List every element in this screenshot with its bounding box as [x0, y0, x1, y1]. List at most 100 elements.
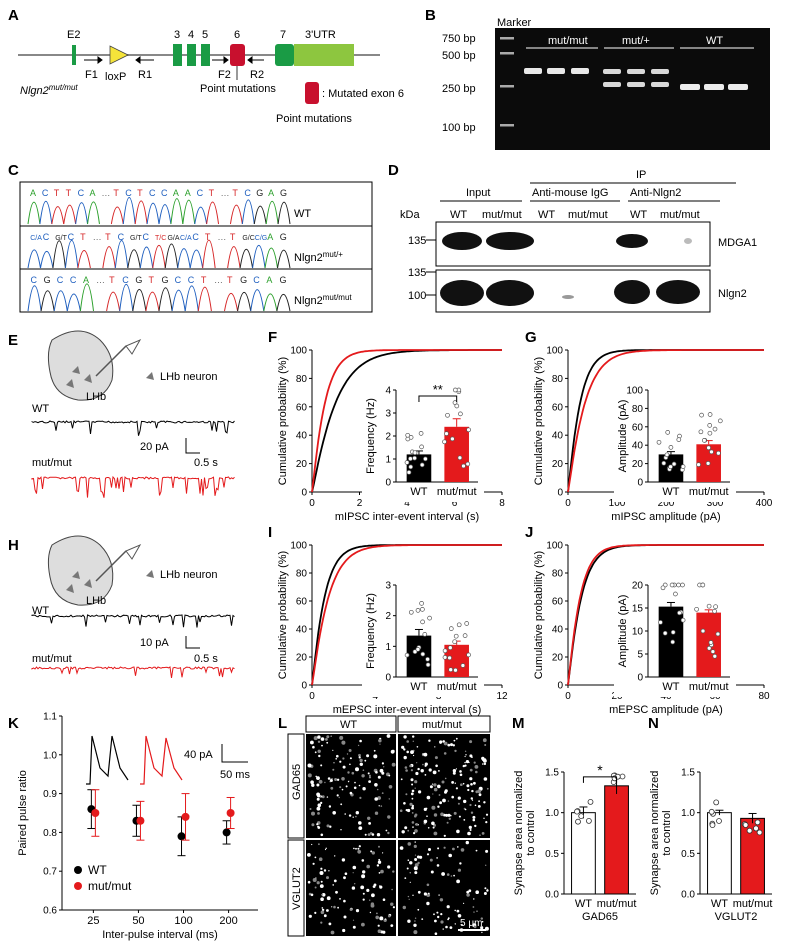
punctum	[431, 821, 435, 826]
base-call: C	[31, 275, 38, 285]
punctum	[317, 825, 320, 828]
punctum	[463, 799, 467, 804]
base-call: A	[185, 188, 191, 198]
base-call: T	[232, 188, 238, 198]
punctum	[343, 876, 346, 880]
inset-point	[700, 582, 706, 588]
base-call: …	[214, 275, 223, 285]
inset-point	[419, 601, 424, 606]
scale-y: 10 pA	[140, 637, 169, 649]
punctum	[426, 853, 430, 856]
punctum	[423, 752, 428, 757]
punctum	[371, 833, 375, 836]
punctum	[416, 746, 419, 748]
base-call: T	[201, 275, 207, 285]
base-call: C	[161, 188, 168, 198]
punctum	[310, 740, 314, 745]
y-tick-label: 0.8	[43, 828, 57, 839]
scale-x: 0.5 s	[194, 653, 218, 665]
punctum	[320, 801, 323, 805]
neurons	[66, 366, 92, 388]
inset-point	[412, 450, 418, 456]
inset-point	[680, 464, 686, 469]
punctum	[352, 865, 357, 870]
inset-point	[680, 617, 686, 623]
punctum	[366, 754, 370, 758]
chroma-peak	[127, 249, 141, 269]
punctum	[358, 845, 361, 848]
inset-bar-mutmut	[444, 426, 469, 482]
chroma-peak	[27, 285, 42, 312]
punctum	[402, 905, 406, 910]
panel-letter-c: C	[8, 162, 19, 179]
blot-mdga1	[435, 221, 711, 267]
region-lhb: LHb	[86, 391, 106, 403]
punctum	[414, 858, 418, 861]
ppr-point-mutmut	[181, 812, 190, 821]
cdf-line-mutmut	[311, 349, 502, 493]
trace-label-mut: mut/mut	[32, 653, 72, 665]
punctum	[441, 780, 445, 784]
y-tick-label: 40	[296, 431, 308, 442]
label-exon3: 3	[174, 29, 180, 41]
trace-wt	[31, 614, 235, 628]
panel-letter-e: E	[8, 332, 18, 349]
punctum	[317, 794, 321, 798]
punctum	[405, 769, 408, 772]
cat-label: WT	[575, 898, 592, 910]
punctum	[377, 929, 382, 933]
punctum	[443, 752, 447, 755]
inset-cat-label: mut/mut	[689, 486, 729, 498]
chroma-peak	[171, 289, 186, 312]
inset-point	[669, 582, 675, 588]
punctum	[469, 740, 473, 744]
punctum	[453, 874, 455, 877]
punctum	[483, 762, 487, 766]
punctum	[320, 737, 325, 741]
primer-arrows	[84, 56, 264, 64]
bar-point	[708, 808, 715, 815]
punctum	[450, 743, 453, 747]
chroma-peak	[277, 201, 291, 225]
punctum	[414, 917, 417, 919]
label-utr: 3'UTR	[305, 29, 336, 41]
neuron-legend-icon	[146, 372, 154, 380]
inset-point	[673, 591, 678, 597]
punctum	[456, 909, 460, 913]
sig-bracket	[582, 776, 618, 783]
punctum	[376, 912, 378, 915]
panel-l: L WT mut/mut GAD65 VGLUT2 5 μm	[278, 715, 491, 937]
punctum	[401, 830, 405, 834]
punctum	[334, 855, 336, 857]
inset-point	[457, 455, 463, 461]
punctum	[314, 856, 317, 859]
punctum	[452, 769, 457, 773]
punctum	[446, 905, 450, 909]
x-tick-label: 0	[565, 498, 571, 509]
punctum	[345, 785, 348, 788]
y-tick-label: 60	[552, 597, 564, 608]
punctum	[484, 887, 487, 890]
lane-2: mut/mut	[482, 209, 522, 221]
blot-label-mdga1: MDGA1	[718, 237, 757, 249]
punctum	[423, 892, 427, 896]
chart-k: K 0.6 0.7 0.8 0.9 1.0 1.1 25 50 100 200Inter-pulse…	[8, 712, 258, 941]
punctum	[405, 793, 408, 796]
label-point-mutations-2: Point mutations	[276, 113, 352, 125]
punctum	[358, 753, 361, 757]
lane-6: mut/mut	[660, 209, 700, 221]
punctum	[411, 789, 415, 793]
base-call: G	[280, 188, 287, 198]
chroma-label-hom: Nlgn2mut/mut	[294, 293, 352, 307]
punctum	[466, 760, 468, 762]
bar-point	[709, 822, 716, 828]
punctum	[361, 774, 365, 778]
punctum	[452, 744, 455, 747]
punctum	[329, 825, 332, 828]
inset-y-label: Amplitude (pA)	[617, 400, 629, 473]
punctum	[339, 898, 341, 900]
punctum	[414, 787, 416, 789]
punctum	[403, 748, 406, 751]
bar-point	[746, 827, 753, 834]
punctum	[307, 880, 311, 884]
